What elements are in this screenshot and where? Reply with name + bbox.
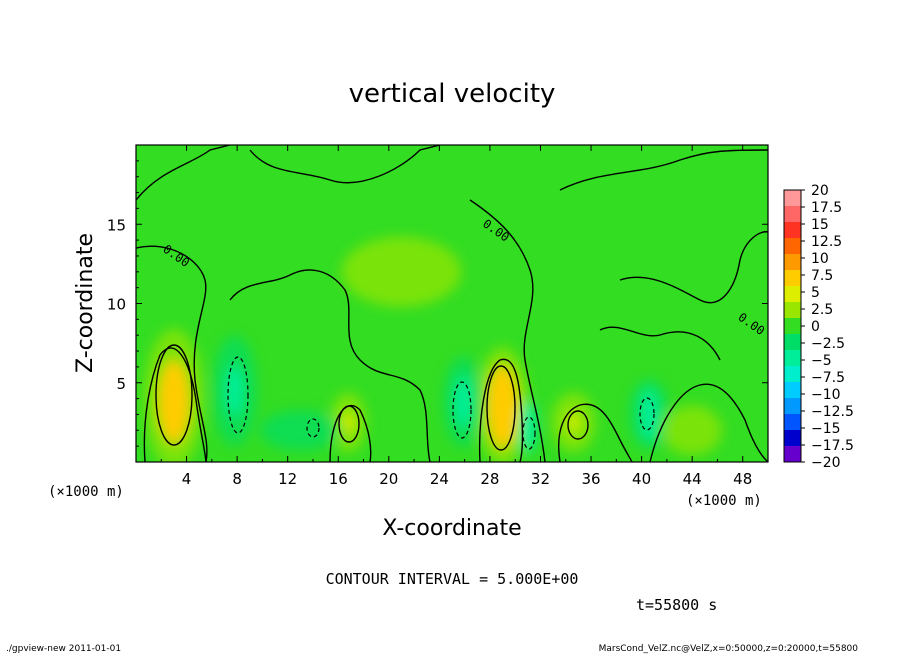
colorbar-cell — [784, 238, 801, 255]
colorbar-cell — [784, 206, 801, 223]
x-tick-label: 48 — [733, 470, 752, 488]
colorbar-cell — [784, 446, 801, 463]
updraft-contour — [338, 405, 360, 443]
colorbar-label: −7.5 — [811, 370, 845, 386]
colorbar-label: −15 — [811, 421, 841, 437]
contour-lines — [136, 145, 768, 462]
x-tick-label: 16 — [329, 470, 348, 488]
colorbar-label: 20 — [811, 183, 829, 199]
zero-contour — [559, 149, 768, 191]
updraft-contour — [486, 365, 516, 451]
colorbar-cell — [784, 398, 801, 415]
y-tick-label: 5 — [116, 375, 126, 393]
x-axis: 4 8 12 16 20 24 28 32 36 40 44 48 — [160, 145, 769, 488]
colorbar-cell — [784, 286, 801, 303]
colorbar-label: −2.5 — [811, 336, 845, 352]
x-tick-label: 4 — [182, 470, 192, 488]
field-shade — [260, 410, 341, 451]
zero-contour — [469, 199, 546, 462]
time-label: t=55800 s — [636, 596, 717, 614]
zero-contour — [229, 269, 431, 462]
x-tick-label: 20 — [379, 470, 398, 488]
colorbar-label: 15 — [811, 217, 829, 233]
colorbar-label: 17.5 — [811, 200, 842, 216]
colorbar-cell — [784, 190, 801, 207]
updraft-peak — [165, 381, 182, 422]
plot-area: 0.000.000.00 — [136, 145, 768, 462]
zero-contour — [136, 145, 231, 201]
colorbar-label: −20 — [811, 455, 841, 471]
updraft-contour — [567, 410, 589, 440]
zero-contour — [136, 245, 208, 462]
y-tick-label: 10 — [107, 296, 126, 314]
negative-contours — [227, 356, 655, 450]
zero-contour — [599, 326, 721, 361]
colorbar-label: −5 — [811, 353, 832, 369]
downdraft-contour — [639, 397, 655, 431]
x-unit-label-left: (×1000 m) — [48, 484, 124, 500]
x-tick-label: 28 — [480, 470, 499, 488]
zero-contour — [619, 231, 768, 304]
colorbar-cell — [784, 382, 801, 399]
colorbar-label: −10 — [811, 387, 841, 403]
colorbar-label: −12.5 — [811, 404, 854, 420]
colorbar-label: 5 — [811, 285, 820, 301]
updraft-peak — [494, 386, 511, 427]
colorbar-cell — [784, 254, 801, 271]
zero-contour — [649, 383, 768, 462]
x-tick-label: 12 — [278, 470, 297, 488]
colorbar-cell — [784, 270, 801, 287]
colorbar-cell — [784, 222, 801, 239]
zero-contour — [478, 358, 524, 462]
colorbar-label: 7.5 — [811, 268, 833, 284]
colorbar-cell — [784, 414, 801, 431]
downdraft-contour — [306, 418, 320, 438]
zero-contour — [329, 404, 372, 462]
x-unit-label-right: (×1000 m) — [686, 493, 762, 509]
x-tick-label: 8 — [232, 470, 242, 488]
colorbar-cell — [784, 334, 801, 351]
downdraft-contour — [522, 416, 536, 450]
colorbar-label: 12.5 — [811, 234, 842, 250]
zero-contour — [249, 145, 441, 184]
colorbar-cell — [784, 366, 801, 383]
chart-title: vertical velocity — [349, 79, 556, 109]
colorbar-cell — [784, 430, 801, 447]
downdraft-core — [225, 364, 244, 417]
updraft-contour — [155, 344, 193, 446]
x-tick-label: 24 — [430, 470, 449, 488]
zero-contour — [143, 347, 207, 462]
colorbar-cell — [784, 302, 801, 319]
updraft-peak — [568, 414, 579, 431]
footer-left: ./gpview-new 2011-01-01 — [6, 644, 121, 654]
y-tick-label: 15 — [107, 216, 126, 234]
colorbar-label: −17.5 — [811, 438, 854, 454]
x-tick-label: 40 — [632, 470, 651, 488]
downdraft-contour — [452, 381, 472, 439]
updraft-peak — [343, 414, 354, 431]
x-tick-label: 36 — [581, 470, 600, 488]
y-axis-label: Z-coordinate — [73, 233, 98, 373]
downdraft-contour — [227, 356, 249, 434]
y-axis: 5 10 15 — [107, 160, 768, 447]
field-shade — [341, 236, 462, 307]
x-axis-label: X-coordinate — [382, 516, 521, 541]
zero-contour — [558, 403, 633, 462]
field-shade — [662, 405, 723, 456]
downdraft-core — [454, 375, 473, 428]
colorbar: 2017.51512.5107.552.50−2.5−5−7.5−10−12.5… — [783, 183, 854, 471]
colorbar-cell — [784, 318, 801, 335]
colorbar-label: 2.5 — [811, 302, 833, 318]
colorbar-label: 0 — [811, 319, 820, 335]
contour-interval-label: CONTOUR INTERVAL = 5.000E+00 — [326, 570, 579, 588]
colorbar-cell — [784, 350, 801, 367]
colorbar-label: 10 — [811, 251, 829, 267]
downdraft-core — [640, 388, 659, 441]
x-tick-label: 32 — [531, 470, 550, 488]
footer-right: MarsCond_VelZ.nc@VelZ,x=0:50000,z=0:2000… — [599, 644, 859, 654]
x-tick-label: 44 — [683, 470, 702, 488]
